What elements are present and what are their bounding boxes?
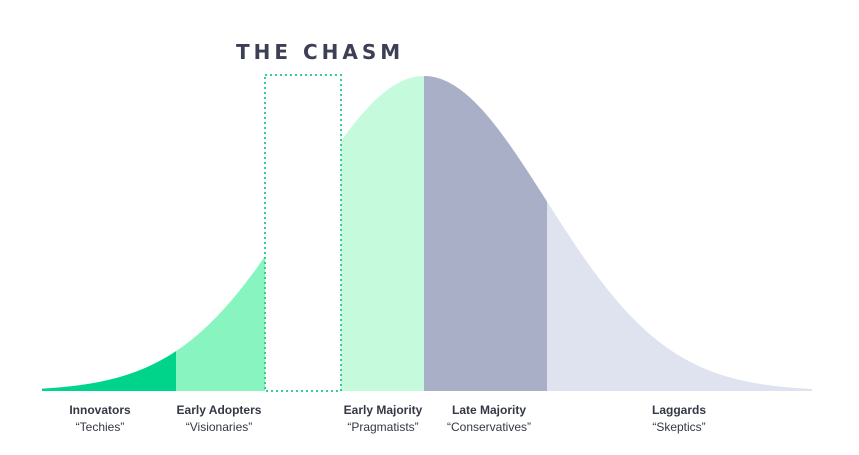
early-adopters-area bbox=[176, 256, 265, 391]
late-majority-area bbox=[424, 76, 547, 391]
laggards-area bbox=[547, 201, 812, 391]
laggards-nickname: “Skeptics” bbox=[652, 420, 706, 434]
laggards-name: Laggards bbox=[651, 403, 706, 417]
early-adopters-name: Early Adopters bbox=[176, 403, 262, 417]
label-early-adopters: Early Adopters “Visionaries” bbox=[167, 402, 271, 436]
innovators-nickname: “Techies” bbox=[75, 420, 125, 434]
chasm-title: THE CHASM bbox=[236, 40, 405, 64]
chasm-outline bbox=[264, 74, 342, 392]
label-laggards: Laggards “Skeptics” bbox=[627, 402, 731, 436]
innovators-name: Innovators bbox=[69, 403, 131, 417]
early-majority-area bbox=[341, 76, 424, 391]
early-adopters-nickname: “Visionaries” bbox=[185, 420, 253, 434]
late-majority-nickname: “Conservatives” bbox=[446, 420, 532, 434]
early-majority-name: Early Majority bbox=[343, 403, 423, 417]
label-late-majority: Late Majority “Conservatives” bbox=[437, 402, 541, 436]
late-majority-name: Late Majority bbox=[451, 403, 526, 417]
innovators-area bbox=[42, 351, 176, 391]
early-majority-nickname: “Pragmatists” bbox=[347, 420, 419, 434]
label-innovators: Innovators “Techies” bbox=[60, 402, 140, 436]
label-early-majority: Early Majority “Pragmatists” bbox=[333, 402, 433, 436]
